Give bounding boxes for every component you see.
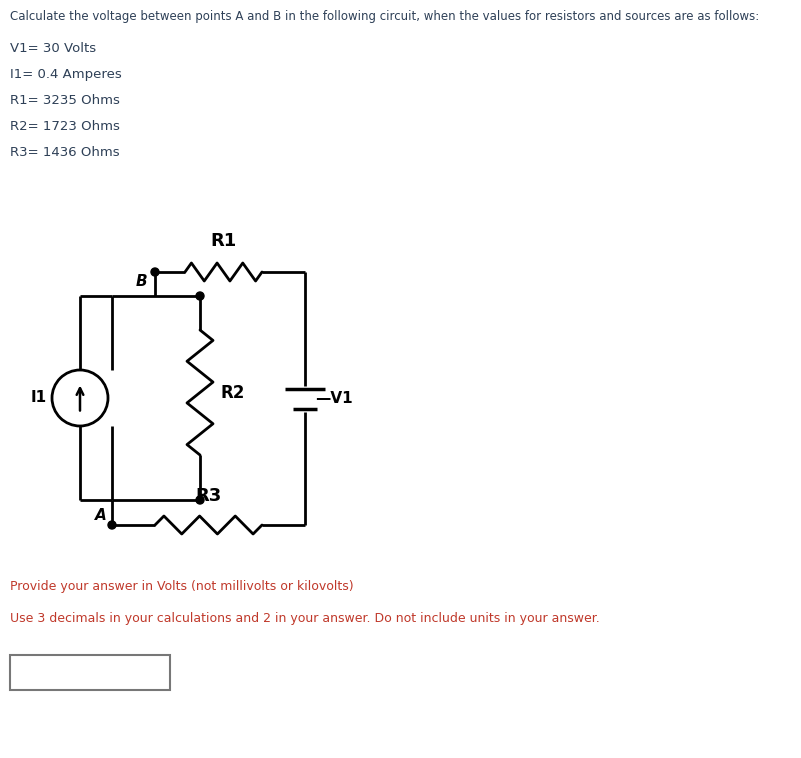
- Text: —V1: —V1: [315, 391, 352, 406]
- Text: I1= 0.4 Amperes: I1= 0.4 Amperes: [10, 68, 122, 81]
- Text: I1: I1: [31, 390, 47, 406]
- Circle shape: [196, 496, 204, 504]
- Circle shape: [151, 268, 159, 276]
- Text: B: B: [135, 274, 147, 289]
- Text: R2= 1723 Ohms: R2= 1723 Ohms: [10, 120, 120, 133]
- Text: Use 3 decimals in your calculations and 2 in your answer. Do not include units i: Use 3 decimals in your calculations and …: [10, 612, 600, 625]
- Text: R1: R1: [211, 232, 236, 250]
- Text: R2: R2: [220, 384, 244, 402]
- Text: Provide your answer in Volts (not millivolts or kilovolts): Provide your answer in Volts (not milliv…: [10, 580, 353, 593]
- Text: A: A: [95, 508, 107, 523]
- Text: V1= 30 Volts: V1= 30 Volts: [10, 42, 96, 55]
- Text: R3: R3: [195, 487, 222, 505]
- Text: Calculate the voltage between points A and B in the following circuit, when the : Calculate the voltage between points A a…: [10, 10, 759, 23]
- Circle shape: [196, 292, 204, 300]
- Text: R3= 1436 Ohms: R3= 1436 Ohms: [10, 146, 119, 159]
- Circle shape: [108, 521, 116, 529]
- Bar: [10, 655, 170, 690]
- Text: R1= 3235 Ohms: R1= 3235 Ohms: [10, 94, 120, 107]
